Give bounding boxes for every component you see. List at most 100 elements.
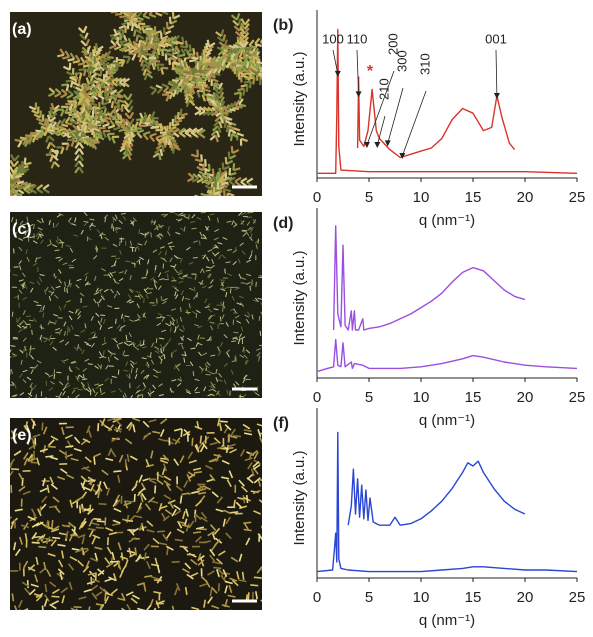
texture-stroke xyxy=(267,75,272,80)
texture-stroke xyxy=(264,64,267,70)
texture-stroke xyxy=(118,1,124,4)
texture-stroke xyxy=(159,153,161,160)
texture-stroke xyxy=(193,208,200,209)
texture-stroke xyxy=(6,188,10,194)
x-tick-label: 15 xyxy=(465,189,482,206)
texture-stroke xyxy=(208,199,213,204)
x-tick-label: 5 xyxy=(365,189,373,206)
texture-stroke xyxy=(240,92,241,99)
texture-stroke xyxy=(201,212,206,213)
x-tick-label: 10 xyxy=(413,589,430,606)
panel-label: (d) xyxy=(273,215,293,232)
texture-stroke xyxy=(6,191,10,197)
texture-stroke xyxy=(115,14,122,15)
texture-stroke xyxy=(32,542,40,543)
texture-stroke xyxy=(276,74,282,77)
texture-stroke xyxy=(193,532,201,533)
texture-stroke xyxy=(267,62,270,68)
texture-stroke xyxy=(272,73,278,76)
texture-stroke xyxy=(270,60,273,66)
texture-stroke xyxy=(181,70,188,71)
texture-stroke xyxy=(134,4,135,11)
texture-stroke xyxy=(230,512,238,513)
annotation-arrow xyxy=(402,91,426,156)
texture-stroke xyxy=(1,185,8,188)
texture-stroke xyxy=(0,181,5,184)
texture-stroke xyxy=(97,521,105,522)
texture-stroke xyxy=(225,173,226,180)
texture-stroke xyxy=(266,87,273,90)
x-tick-label: 20 xyxy=(517,389,534,406)
texture-stroke xyxy=(248,592,249,600)
texture-stroke xyxy=(170,17,171,24)
texture-stroke xyxy=(220,280,225,281)
texture-stroke xyxy=(155,485,156,493)
texture-stroke xyxy=(74,527,75,535)
texture-stroke xyxy=(52,520,53,528)
texture-stroke xyxy=(73,61,80,62)
texture-stroke xyxy=(111,12,118,13)
texture-stroke xyxy=(23,202,24,209)
texture-stroke xyxy=(13,195,14,202)
texture-stroke xyxy=(30,349,35,350)
x-axis-label: q (nm⁻¹) xyxy=(419,412,475,429)
texture-stroke xyxy=(115,122,122,123)
texture-stroke xyxy=(182,276,187,277)
texture-stroke xyxy=(194,287,195,292)
texture-stroke xyxy=(175,115,176,122)
arrow-head xyxy=(356,91,362,97)
texture-stroke xyxy=(42,423,43,431)
texture-stroke xyxy=(222,177,223,184)
texture-stroke xyxy=(229,168,230,175)
texture-stroke xyxy=(262,71,268,74)
texture-stroke xyxy=(100,315,105,316)
texture-stroke xyxy=(98,423,99,431)
texture-stroke xyxy=(3,181,10,184)
texture-stroke xyxy=(0,192,3,195)
texture-stroke xyxy=(207,199,208,206)
x-tick-label: 15 xyxy=(465,389,482,406)
texture-stroke xyxy=(0,165,1,172)
texture-stroke xyxy=(231,198,238,200)
texture-stroke xyxy=(218,197,220,204)
texture-stroke xyxy=(162,6,167,11)
texture-stroke xyxy=(215,179,217,186)
texture-stroke xyxy=(250,81,251,88)
panel-label: (e) xyxy=(12,427,32,444)
texture-stroke xyxy=(134,262,135,267)
texture-stroke xyxy=(204,197,211,198)
texture-stroke xyxy=(191,57,198,58)
panel-label: (a) xyxy=(12,21,32,38)
texture-stroke xyxy=(207,205,212,210)
texture-stroke xyxy=(151,232,152,237)
texture-stroke xyxy=(208,40,209,47)
texture-stroke xyxy=(3,180,10,181)
texture-stroke xyxy=(0,170,1,171)
x-tick-label: 20 xyxy=(517,189,534,206)
texture-stroke xyxy=(4,181,10,184)
texture-stroke xyxy=(27,206,34,207)
texture-stroke xyxy=(125,1,126,8)
texture-stroke xyxy=(20,166,22,173)
texture-stroke xyxy=(210,197,211,204)
texture-stroke xyxy=(180,546,188,547)
texture-stroke xyxy=(134,494,135,502)
texture-stroke xyxy=(260,331,261,336)
x-tick-label: 5 xyxy=(365,389,373,406)
texture-stroke xyxy=(0,186,3,190)
texture-stroke xyxy=(216,176,218,183)
texture-stroke xyxy=(142,278,147,279)
texture-stroke xyxy=(132,8,133,15)
texture-stroke xyxy=(166,315,171,316)
texture-stroke xyxy=(125,520,133,521)
texture-stroke xyxy=(167,274,168,279)
texture-stroke xyxy=(188,54,195,55)
texture-stroke xyxy=(114,419,122,420)
texture-stroke xyxy=(125,501,133,502)
texture-stroke xyxy=(93,49,94,56)
texture-stroke xyxy=(124,0,125,5)
texture-stroke xyxy=(31,210,38,211)
texture-stroke xyxy=(214,187,215,194)
texture-stroke xyxy=(267,72,273,75)
texture-stroke xyxy=(54,374,55,379)
